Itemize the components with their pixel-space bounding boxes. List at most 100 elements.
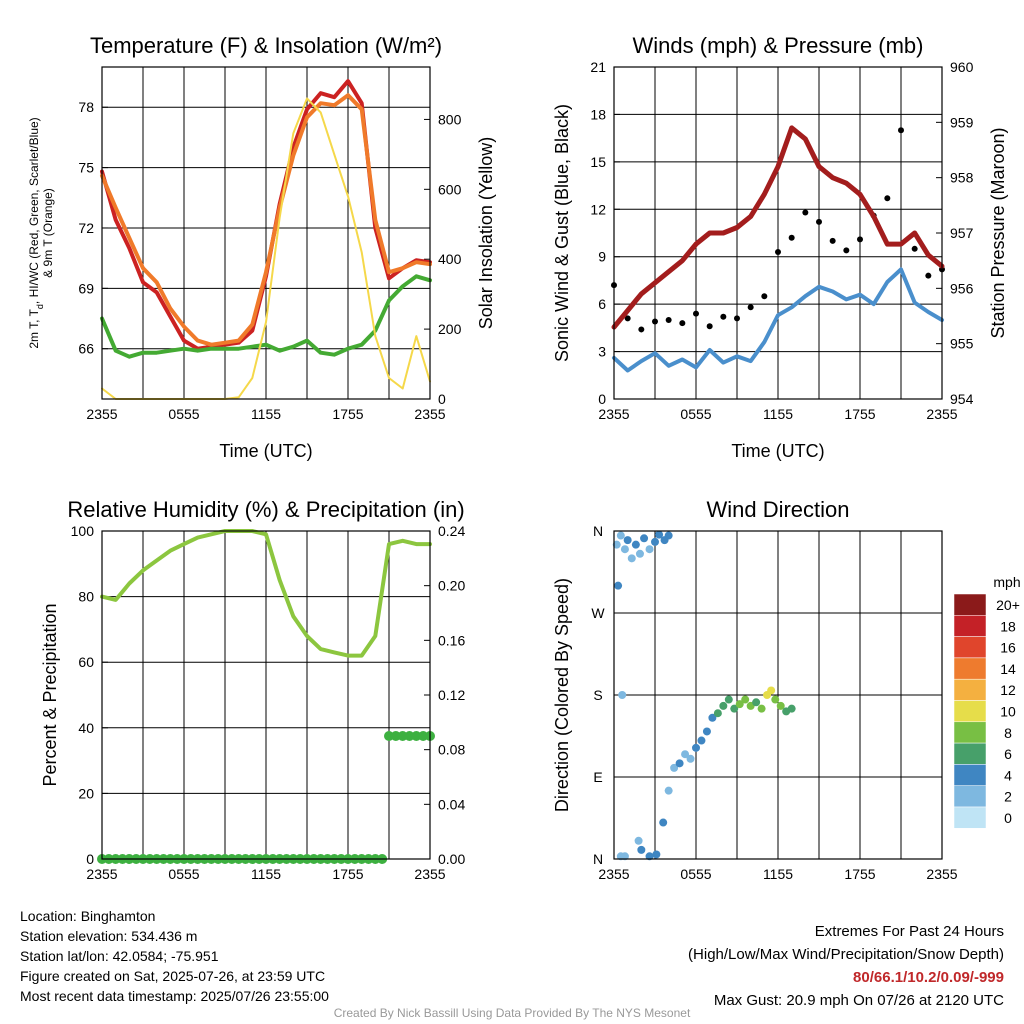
y-tick-label: 72 <box>78 220 94 236</box>
gust-point <box>693 310 699 317</box>
wind-direction-point <box>652 850 661 859</box>
wind-direction-point <box>616 531 625 540</box>
y-tick-label: 40 <box>78 720 94 736</box>
colorbar-swatch <box>953 700 987 723</box>
x-tick-label: 1755 <box>332 866 363 882</box>
y-axis-label-part: , HI/WC (Red, Green, Scarlet/Blue) <box>27 117 41 304</box>
colorbar-swatch <box>953 742 987 765</box>
wind-direction-point <box>730 704 739 713</box>
wind-direction-point <box>645 852 654 861</box>
credit-text: Created By Nick Bassill Using Data Provi… <box>333 1006 691 1020</box>
wind-direction-point <box>719 701 728 710</box>
wind-direction-point <box>637 845 646 854</box>
wind-direction-point <box>702 727 711 736</box>
y-tick-label: E <box>593 769 602 785</box>
gust-point <box>898 127 904 134</box>
y2-tick-label: 0.08 <box>438 742 465 758</box>
colorbar-unit: mph <box>993 574 1020 590</box>
wind-direction-point <box>771 695 780 704</box>
9m-t-orange-line <box>100 93 432 347</box>
y-tick-label: S <box>593 687 602 703</box>
colorbar-label: 20+ <box>996 597 1020 613</box>
colorbar-label: 4 <box>1004 767 1012 783</box>
colorbar-label: 10 <box>1000 704 1016 720</box>
colorbar-swatch <box>953 678 987 701</box>
plot-frame <box>101 66 431 400</box>
x-axis-label: Time (UTC) <box>731 441 824 461</box>
wind-direction-point <box>614 581 623 590</box>
y-tick-label: 78 <box>78 99 94 115</box>
x-tick-label: 2355 <box>926 406 957 422</box>
wind-direction-point <box>708 713 717 722</box>
extremes-heading: Extremes For Past 24 Hours <box>814 923 1004 940</box>
temp-panel: 66 69 72 75 78 0 200 400 600 800 2355 0555 1155 1755 2… <box>27 33 496 461</box>
colorbar-swatch <box>953 785 987 808</box>
x-tick-label: 1155 <box>251 866 281 882</box>
relative-humidity-line <box>100 529 432 658</box>
gust-point <box>816 218 822 225</box>
gust-point <box>638 326 645 333</box>
extremes-subheading: (High/Low/Max Wind/Precipitation/Snow De… <box>688 946 1004 963</box>
wind-direction-point <box>697 736 706 745</box>
y-tick-label: N <box>593 523 603 539</box>
y2-tick-label: 200 <box>438 321 462 337</box>
x-tick-label: 1155 <box>251 406 281 422</box>
precip-point <box>418 731 429 741</box>
x-tick-label: 2355 <box>414 406 445 422</box>
colorbar-label: 14 <box>1000 661 1016 677</box>
y2-tick-label: 400 <box>438 251 462 267</box>
y-axis-label: Sonic Wind & Gust (Blue, Black) <box>552 104 572 362</box>
colorbar-label: 16 <box>1000 640 1016 656</box>
gust-point <box>761 293 768 300</box>
y2-tick-label: 0.12 <box>438 687 465 703</box>
y-tick-label: 0 <box>598 391 606 407</box>
y2-tick-label: 0 <box>438 391 446 407</box>
gust-point <box>802 209 809 216</box>
x-tick-label: 0555 <box>168 406 199 422</box>
precip-point <box>404 731 415 741</box>
elevation-text: Station elevation: 534.436 m <box>20 928 198 944</box>
chart-title: Temperature (F) & Insolation (W/m²) <box>90 33 442 58</box>
wind-direction-point <box>735 700 744 709</box>
gust-point <box>679 320 686 327</box>
wind-direction-point <box>627 554 636 563</box>
y-axis-label-subscript: d <box>35 304 45 309</box>
plot-frame <box>613 530 943 860</box>
wind-direction-point <box>620 852 629 861</box>
colorbar-label: 2 <box>1004 789 1012 805</box>
colorbar-label: 18 <box>1000 618 1016 634</box>
wind-direction-point <box>631 540 640 549</box>
winds-panel: 0 3 6 9 12 15 18 21 954 955 956 957 958 959 960 2355 055… <box>552 33 1008 461</box>
chart-title: Wind Direction <box>706 497 849 522</box>
y2-tick-label: 955 <box>950 336 974 352</box>
gust-point <box>925 272 932 279</box>
wind-direction-point <box>664 531 673 540</box>
gust-point <box>857 236 863 243</box>
y2-tick-label: 0.00 <box>438 851 465 867</box>
precip-point <box>397 731 408 741</box>
y-tick-label: 80 <box>78 589 94 605</box>
wind-direction-point <box>651 537 659 546</box>
latlon-text: Station lat/lon: 42.0584; -75.951 <box>20 948 219 964</box>
gust-point <box>652 318 658 325</box>
x-tick-label: 2355 <box>598 866 629 882</box>
y-tick-label: 12 <box>590 201 606 217</box>
wind-direction-point <box>640 534 649 543</box>
wind-direction-point <box>664 786 673 795</box>
gust-point <box>775 248 781 255</box>
wind-direction-point <box>655 530 664 539</box>
y2-tick-label: 958 <box>950 170 974 186</box>
wind-direction-point <box>692 743 700 752</box>
extremes-info: Extremes For Past 24 Hours (High/Low/Max… <box>688 920 1004 1012</box>
gust-point <box>665 316 672 323</box>
wind-direction-point <box>686 754 695 763</box>
colorbar-label: 0 <box>1004 810 1012 826</box>
sonic-wind-blue-line <box>612 267 944 373</box>
y-tick-label: 60 <box>78 654 94 670</box>
y2-tick-label: 0.16 <box>438 632 465 648</box>
y2-axis-label: Solar Insolation (Yellow) <box>476 137 496 329</box>
gust-point <box>720 313 727 320</box>
wind-direction-point <box>634 836 643 845</box>
wind-direction-point <box>752 698 761 707</box>
